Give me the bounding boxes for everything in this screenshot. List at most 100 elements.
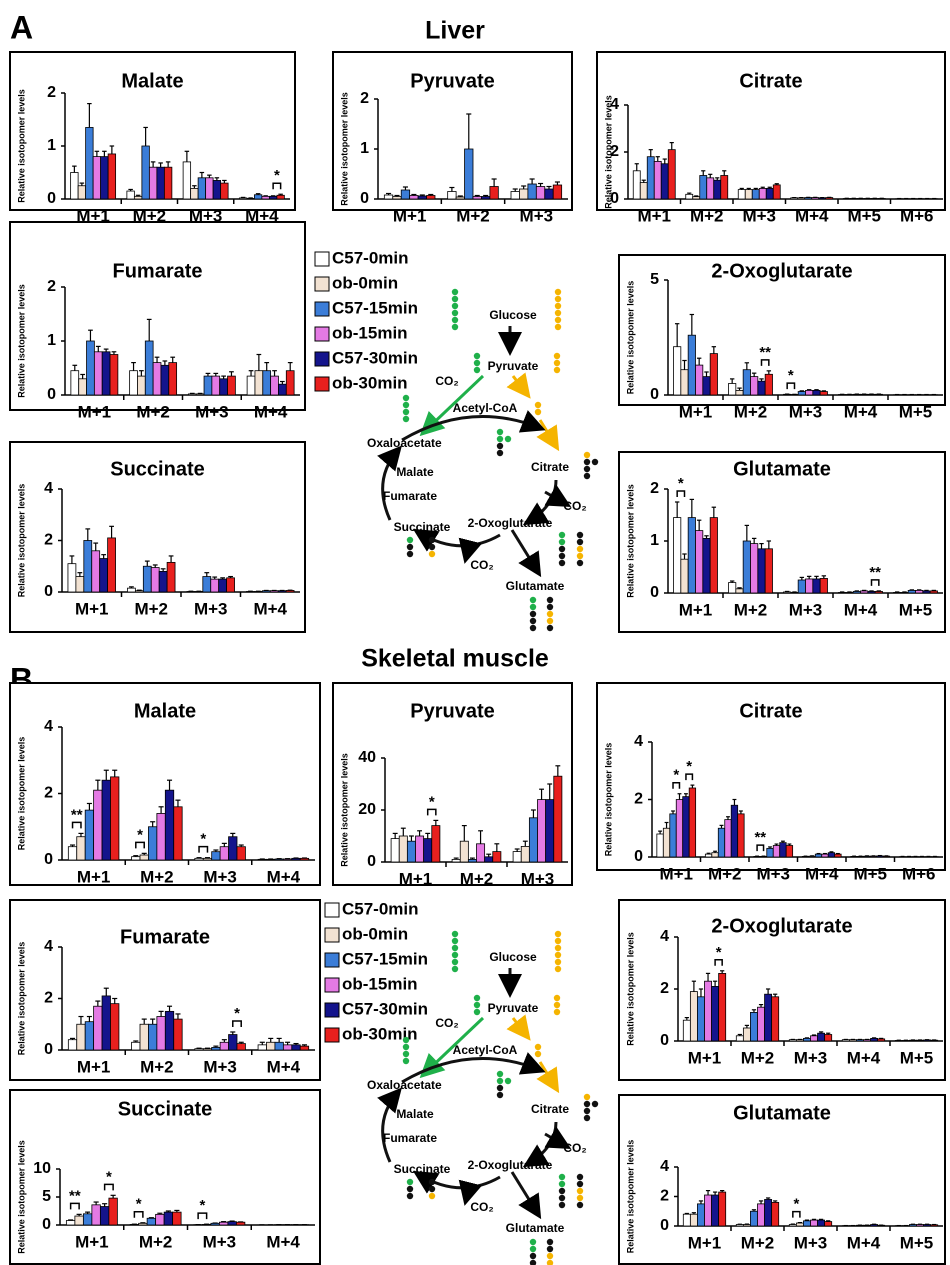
legend-swatch	[314, 351, 330, 367]
bar	[764, 548, 773, 594]
x-tick-label: M+3	[789, 402, 823, 421]
legend-label: ob-15min	[342, 974, 418, 993]
bar	[821, 853, 829, 858]
bar	[685, 193, 694, 200]
carbon-dot	[529, 603, 537, 611]
bar	[218, 578, 228, 593]
arrow	[536, 1061, 560, 1094]
bar	[863, 1039, 871, 1042]
carbon-dot	[496, 1077, 504, 1085]
y-tick-label: 2	[650, 480, 659, 497]
legend-label: C57-30min	[342, 999, 428, 1018]
bar	[728, 582, 737, 594]
carbon-dot	[576, 531, 584, 539]
bar	[129, 370, 138, 396]
chart-title: Citrate	[739, 700, 802, 722]
significance-bracket	[198, 845, 209, 853]
carbon-dot	[504, 435, 512, 443]
diagram-label: 2-Oxoglutarate	[468, 1158, 553, 1172]
bar	[238, 197, 248, 200]
bar	[673, 517, 682, 594]
bar	[697, 996, 705, 1042]
bar	[144, 340, 154, 396]
bar	[131, 1041, 141, 1051]
significance-label: **	[69, 1187, 81, 1204]
legend-label: C57-30min	[332, 348, 418, 367]
arrow	[510, 1171, 542, 1220]
diagram-label: Malate	[396, 1107, 434, 1121]
carbon-dot	[554, 965, 562, 973]
y-tick-label: 4	[44, 480, 53, 497]
diagram-label: Glutamate	[506, 579, 565, 593]
bar	[673, 346, 682, 396]
bar	[194, 591, 204, 593]
y-tick-label: 2	[634, 791, 643, 808]
diagram-label: CO₂	[435, 1016, 458, 1030]
carbon-dot	[554, 958, 562, 966]
significance-bracket	[792, 1210, 801, 1218]
chart-frame	[9, 441, 306, 633]
bar	[689, 1213, 698, 1227]
carbon-dot	[428, 536, 436, 544]
carbon-dot	[558, 1180, 566, 1188]
carbon-dot	[558, 1201, 566, 1209]
bar	[299, 1045, 310, 1051]
carbon-dot	[529, 624, 537, 632]
bar	[757, 1006, 765, 1042]
bar	[220, 182, 229, 200]
bar	[269, 590, 279, 593]
bar	[735, 1035, 744, 1042]
carbon-dot	[402, 1050, 410, 1058]
x-tick-label: M+4	[844, 600, 878, 619]
legend-label: C57-0min	[332, 248, 409, 267]
bar	[724, 819, 732, 858]
carbon-dot	[546, 603, 554, 611]
carbon-dot	[402, 415, 410, 423]
diagram-label: Acetyl-CoA	[453, 401, 518, 415]
bar	[772, 845, 781, 858]
carbon-dot	[576, 538, 584, 546]
diagram-label: Oxaloacetate	[367, 436, 442, 450]
bar	[291, 857, 301, 861]
bar	[138, 1222, 148, 1226]
significance-label: *	[429, 793, 435, 810]
carbon-dot	[546, 1252, 554, 1260]
diagram-label: Fumarate	[383, 489, 437, 503]
carbon-dot	[451, 937, 459, 945]
x-tick-label: M+4	[267, 867, 301, 886]
bar	[765, 188, 774, 200]
x-tick-label: M+1	[393, 206, 427, 225]
carbon-dot	[583, 1107, 591, 1115]
legend-swatch	[324, 977, 340, 993]
bar	[76, 836, 86, 861]
carbon-dot	[558, 559, 566, 567]
legend-label: C57-15min	[342, 949, 428, 968]
carbon-dot	[554, 323, 562, 331]
bar	[423, 838, 433, 863]
bar	[182, 161, 192, 200]
significance-label: *	[234, 1005, 240, 1022]
bar	[814, 853, 823, 858]
bar	[788, 1224, 797, 1227]
bar	[803, 1038, 811, 1042]
bar	[882, 855, 891, 858]
bar	[646, 156, 655, 200]
bar	[852, 393, 861, 396]
bar	[867, 591, 876, 594]
bar	[801, 856, 810, 858]
y-tick-label: 0	[44, 583, 53, 600]
bar	[702, 376, 711, 396]
bar	[771, 1202, 780, 1227]
carbon-dot	[529, 1259, 537, 1265]
bar	[779, 842, 787, 858]
bar	[545, 799, 555, 863]
bar	[817, 1219, 826, 1227]
bar	[152, 362, 162, 396]
carbon-dot	[576, 545, 584, 553]
carbon-dot	[546, 1259, 554, 1265]
x-tick-label: M+2	[133, 206, 167, 225]
carbon-dot	[496, 428, 504, 436]
bar	[187, 393, 197, 396]
chart: Succinate Relative isotopomer levels 0 2 4 M+…	[9, 441, 306, 633]
y-axis-label: Relative isotopomer levels	[625, 484, 635, 598]
